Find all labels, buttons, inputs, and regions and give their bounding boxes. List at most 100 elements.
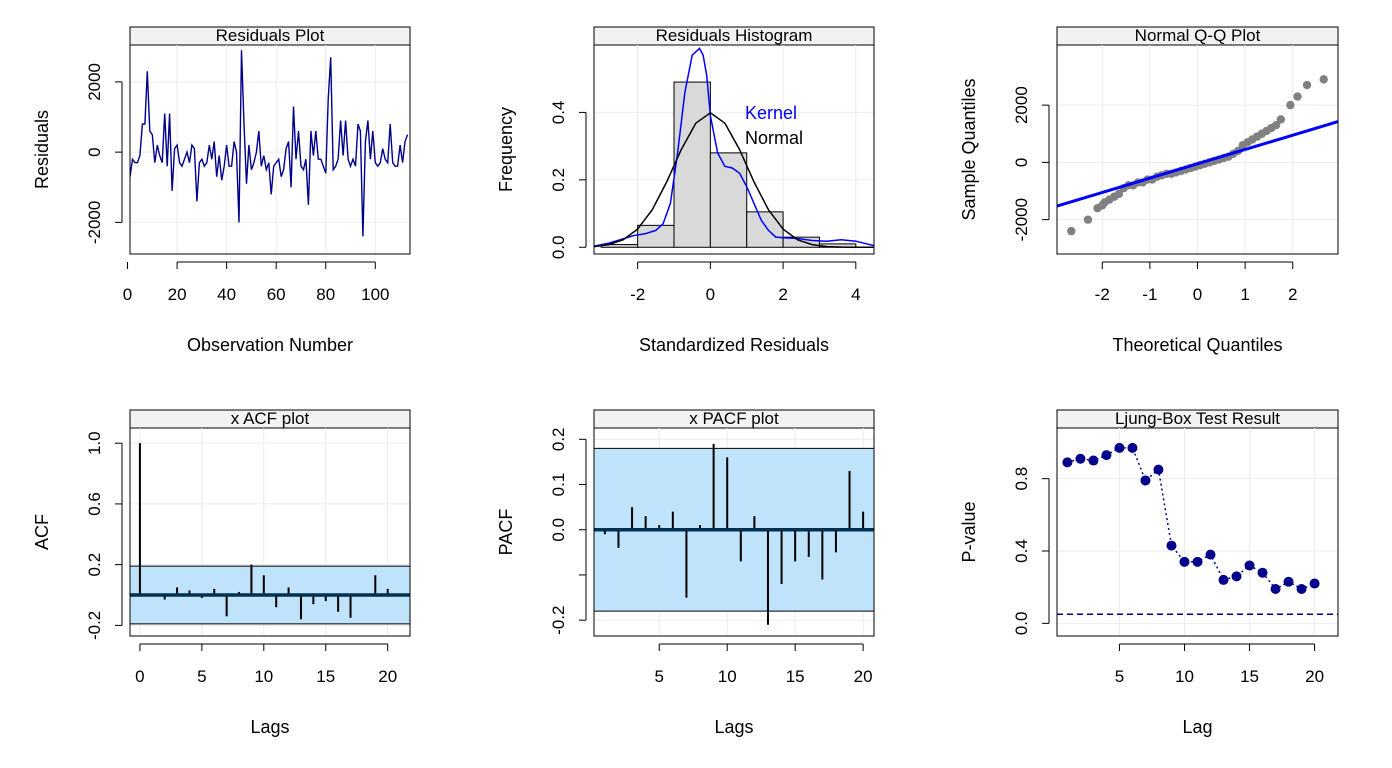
strip-title: x PACF plot: [689, 409, 779, 428]
pvalue-point: [1114, 442, 1125, 453]
strip-title: Residuals Histogram: [656, 26, 813, 45]
plot-area: [130, 443, 410, 625]
plot-area: [594, 47, 874, 249]
y-tick-label: 0.4: [549, 101, 568, 125]
y-tick-label: 1.0: [85, 431, 104, 455]
y-axis-label: Sample Quantiles: [959, 78, 979, 220]
x-tick-label: 15: [316, 667, 335, 686]
x-tick-label: -2: [630, 285, 645, 304]
panel-border: [1056, 26, 1339, 255]
y-axis-label: PACF: [496, 509, 516, 556]
plot-area: [1057, 75, 1338, 236]
x-tick-label: 4: [851, 285, 860, 304]
x-tick-label: 10: [718, 667, 737, 686]
panel-border: [593, 26, 875, 255]
qq-reference-line: [1057, 120, 1338, 208]
residuals-line: [130, 50, 409, 237]
pvalue-point: [1075, 453, 1086, 464]
x-tick-label: 15: [786, 667, 805, 686]
histogram-bar: [782, 236, 820, 248]
pvalue-point: [1140, 475, 1151, 486]
grid: [130, 45, 410, 254]
pvalue-point: [1296, 583, 1307, 594]
qq-point: [1276, 115, 1286, 124]
qq-point: [1286, 100, 1295, 110]
pvalue-point: [1244, 560, 1255, 571]
plot-area: [594, 443, 874, 625]
x-axis-label: Lags: [714, 717, 753, 737]
panel-border: [593, 409, 875, 637]
y-tick-label: 0.1: [549, 473, 568, 497]
legend-normal: Normal: [745, 128, 803, 148]
y-tick-label: 0: [1012, 158, 1031, 167]
x-axis-label: Observation Number: [187, 335, 353, 355]
histogram-panel: Residuals Histogram -2 0 2 4 0.0 0.2 0.4 Standar…: [496, 26, 875, 355]
x-tick-label: 5: [1115, 667, 1124, 686]
pvalue-point: [1257, 567, 1268, 578]
x-tick-label: 20: [378, 667, 397, 686]
histogram-bar: [746, 211, 784, 248]
axes: -2 -1 0 1 2 -2000 0 2000: [1012, 86, 1297, 304]
histogram-bar: [673, 81, 711, 248]
x-axis-label: Lag: [1182, 717, 1212, 737]
x-tick-label: 20: [854, 667, 873, 686]
residuals-panel: Residuals Plot 0 20 40 60 80 100 -2000 0 2000 Obse…: [32, 26, 411, 355]
histogram-bar: [709, 152, 748, 248]
pvalue-point: [1166, 540, 1177, 551]
x-tick-label: 0: [123, 285, 132, 304]
x-tick-label: 10: [254, 667, 273, 686]
pvalue-point: [1270, 583, 1281, 594]
pvalue-point: [1218, 574, 1229, 585]
x-tick-label: 2: [1288, 285, 1297, 304]
panel-border: [129, 409, 411, 637]
axes: -2 0 2 4 0.0 0.2 0.4: [549, 101, 861, 304]
acf-panel: x ACF plot 0 5 10 15 20 -0.2 0.2 0.6 1.0 Lags ACF: [32, 409, 411, 737]
qq-point: [1083, 215, 1093, 224]
y-tick-label: 0.2: [549, 427, 568, 451]
plot-area: [1057, 442, 1338, 616]
histogram-bar: [637, 224, 675, 248]
x-tick-label: 0: [135, 667, 144, 686]
x-tick-label: 0: [706, 285, 715, 304]
pvalue-point: [1231, 571, 1242, 582]
y-tick-label: 0: [85, 147, 104, 156]
x-tick-label: 5: [197, 667, 206, 686]
x-tick-label: 60: [267, 285, 286, 304]
qq-panel: Normal Q-Q Plot -2 -1 0 1 2 -2000 0 2000 Theoreti…: [959, 26, 1339, 355]
y-tick-label: -2000: [85, 201, 104, 244]
x-tick-label: 100: [361, 285, 389, 304]
qq-point: [1067, 226, 1076, 236]
pvalue-point: [1101, 450, 1112, 461]
grid: [1057, 428, 1338, 636]
strip-title: Ljung-Box Test Result: [1115, 409, 1280, 428]
y-tick-label: 0.2: [85, 553, 104, 577]
pvalue-point: [1309, 578, 1320, 589]
x-tick-label: 0: [1193, 285, 1202, 304]
y-tick-label: -2000: [1012, 198, 1031, 241]
pvalue-point: [1153, 464, 1164, 475]
pvalue-point: [1192, 556, 1203, 567]
strip-title: Residuals Plot: [216, 26, 325, 45]
y-tick-label: 0.4: [1012, 539, 1031, 563]
pvalue-dotted-line: [1067, 447, 1315, 590]
pvalue-point: [1127, 442, 1138, 453]
normal-density-line: [594, 111, 874, 249]
y-tick-label: 0.0: [1012, 612, 1031, 636]
y-tick-label: 2000: [85, 63, 104, 101]
pvalue-point: [1205, 549, 1216, 560]
pacf-panel: x PACF plot 5 10 15 20 -0.2 0.0 0.1 0.2 Lags PACF: [496, 409, 875, 737]
y-tick-label: -0.2: [85, 611, 104, 640]
y-tick-label: 2000: [1012, 86, 1031, 124]
pvalue-point: [1283, 576, 1294, 587]
y-tick-label: 0.6: [85, 492, 104, 516]
x-tick-label: 40: [217, 285, 236, 304]
x-tick-label: 20: [168, 285, 187, 304]
panel-border: [1056, 409, 1339, 637]
y-tick-label: 0.8: [1012, 467, 1031, 491]
y-axis-label: P-value: [959, 501, 979, 562]
x-axis-label: Lags: [250, 717, 289, 737]
y-tick-label: 0.0: [549, 518, 568, 542]
y-axis-label: Residuals: [32, 110, 52, 189]
panel-border: [129, 26, 411, 255]
